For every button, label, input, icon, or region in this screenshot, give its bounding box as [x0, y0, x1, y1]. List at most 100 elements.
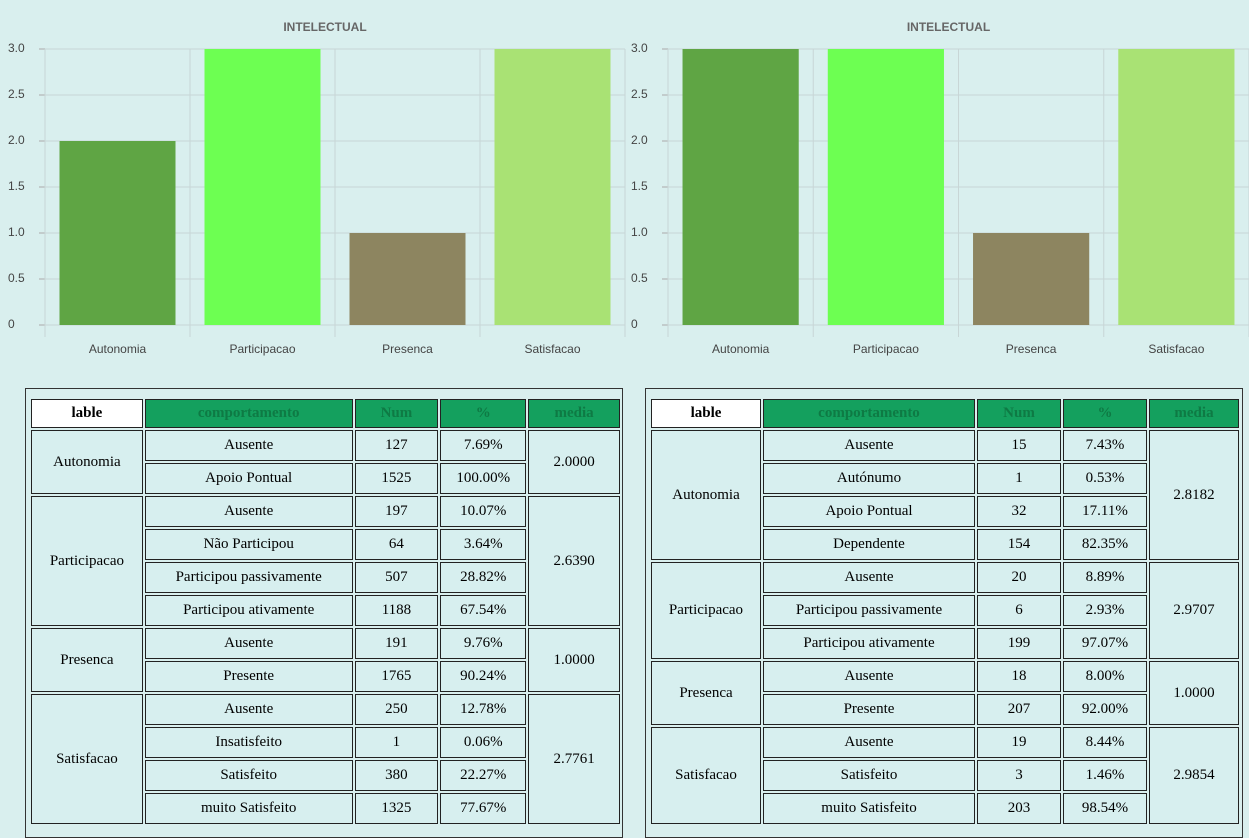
media-cell: 2.6390	[528, 496, 620, 626]
percent-cell: 2.93%	[1063, 595, 1147, 626]
table-row: Presenca Ausente 18 8.00% 1.0000	[651, 661, 1239, 725]
y-tick-label: 2.5	[8, 87, 25, 101]
behaviour-cell: Presente	[763, 694, 975, 725]
table-row: Satisfeito 3 1.46%	[651, 760, 1239, 791]
behaviour-cell: Ausente	[144, 430, 353, 461]
table-row: muito Satisfeito 203 98.54%	[651, 793, 1239, 824]
num-cell: 15	[977, 430, 1061, 461]
media-cell: 2.7761	[528, 694, 620, 824]
num-cell: 197	[354, 496, 439, 527]
behaviour-cell: Ausente	[144, 496, 353, 527]
bar	[204, 49, 321, 325]
x-tick-label: Autonomia	[712, 342, 770, 356]
percent-cell: 8.44%	[1063, 727, 1147, 758]
percent-cell: 98.54%	[1063, 793, 1147, 824]
bar	[1118, 49, 1235, 325]
table-row: Apoio Pontual 1525 100.00%	[31, 463, 620, 494]
percent-cell: 82.35%	[1063, 529, 1147, 560]
num-cell: 1	[977, 463, 1061, 494]
y-tick-label: 0	[631, 317, 638, 331]
table-row: Autonomia Ausente 15 7.43% 2.8182	[651, 430, 1239, 560]
group-label: Presenca	[651, 661, 761, 725]
x-tick-label: Participacao	[229, 342, 295, 356]
group-label: Participacao	[651, 562, 761, 659]
num-cell: 199	[977, 628, 1061, 659]
num-cell: 1325	[354, 793, 439, 824]
percent-cell: 1.46%	[1063, 760, 1147, 791]
percent-cell: 9.76%	[440, 628, 527, 659]
behaviour-cell: Apoio Pontual	[144, 463, 353, 494]
header-cell: comportamento	[144, 399, 353, 428]
num-cell: 1	[354, 727, 439, 758]
num-cell: 127	[354, 430, 439, 461]
table-row: Satisfeito 380 22.27%	[31, 760, 620, 791]
table-row: Participacao Ausente 20 8.89% 2.9707	[651, 562, 1239, 659]
num-cell: 1525	[354, 463, 439, 494]
behaviour-cell: Insatisfeito	[144, 727, 353, 758]
y-tick-label: 3.0	[631, 41, 648, 55]
data-table: lable comportamento Num% media Autonomia Ause…	[29, 397, 622, 826]
num-cell: 191	[354, 628, 439, 659]
percent-cell: 0.53%	[1063, 463, 1147, 494]
header-cell: comportamento	[763, 399, 975, 428]
y-tick-label: 2.0	[631, 133, 648, 147]
data-table: lable comportamento Num% media Autonomia Ause…	[649, 397, 1241, 826]
header-cell: media	[1149, 399, 1239, 428]
media-cell: 2.8182	[1149, 430, 1239, 560]
percent-cell: 97.07%	[1063, 628, 1147, 659]
percent-cell: 90.24%	[440, 661, 527, 692]
group-label: Autonomia	[31, 430, 143, 494]
percent-cell: 7.69%	[440, 430, 527, 461]
behaviour-cell: Ausente	[763, 562, 975, 593]
percent-cell: 77.67%	[440, 793, 527, 824]
table-row: Autónumo 1 0.53%	[651, 463, 1239, 494]
num-cell: 154	[977, 529, 1061, 560]
num-cell: 18	[977, 661, 1061, 692]
table-row: Participacao Ausente 197 10.07% 2.6390	[31, 496, 620, 626]
group-label: Autonomia	[651, 430, 761, 560]
header-cell: Num	[354, 399, 439, 428]
table-row: muito Satisfeito 1325 77.67%	[31, 793, 620, 824]
y-tick-label: 3.0	[8, 41, 25, 55]
header-cell: Num	[977, 399, 1061, 428]
table-row: Participou passivamente 507 28.82%	[31, 562, 620, 593]
table-row: Dependente 154 82.35%	[651, 529, 1239, 560]
behaviour-cell: Ausente	[763, 430, 975, 461]
behaviour-cell: Ausente	[763, 661, 975, 692]
behaviour-cell: Participou ativamente	[763, 628, 975, 659]
percent-cell: 0.06%	[440, 727, 527, 758]
percent-cell: 100.00%	[440, 463, 527, 494]
num-cell: 203	[977, 793, 1061, 824]
behaviour-cell: Satisfeito	[144, 760, 353, 791]
num-cell: 207	[977, 694, 1061, 725]
header-cell: %	[440, 399, 527, 428]
chart-title: INTELECTUAL	[283, 20, 366, 34]
bar	[827, 49, 944, 325]
table-panel: lable comportamento Num% media Autonomia Ause…	[645, 388, 1243, 838]
behaviour-cell: Ausente	[763, 727, 975, 758]
header-row: lable comportamento Num% media	[651, 399, 1239, 428]
num-cell: 64	[354, 529, 439, 560]
x-tick-label: Satisfacao	[1148, 342, 1204, 356]
table-row: Satisfacao Ausente 250 12.78% 2.7761	[31, 694, 620, 824]
table-row: Presente 1765 90.24%	[31, 661, 620, 692]
y-tick-label: 1.5	[631, 179, 648, 193]
bar	[494, 49, 611, 325]
table-row: Não Participou 64 3.64%	[31, 529, 620, 560]
y-tick-label: 2.5	[631, 87, 648, 101]
table-row: Satisfacao Ausente 19 8.44% 2.9854	[651, 727, 1239, 824]
table-panel: lable comportamento Num% media Autonomia Ause…	[25, 388, 623, 838]
behaviour-cell: muito Satisfeito	[763, 793, 975, 824]
header-cell: %	[1063, 399, 1147, 428]
group-label: Satisfacao	[651, 727, 761, 824]
num-cell: 3	[977, 760, 1061, 791]
percent-cell: 12.78%	[440, 694, 527, 725]
bar	[349, 233, 466, 325]
x-tick-label: Satisfacao	[524, 342, 580, 356]
behaviour-cell: Apoio Pontual	[763, 496, 975, 527]
behaviour-cell: Autónumo	[763, 463, 975, 494]
header-cell: lable	[31, 399, 143, 428]
group-label: Presenca	[31, 628, 143, 692]
bar	[682, 49, 799, 325]
